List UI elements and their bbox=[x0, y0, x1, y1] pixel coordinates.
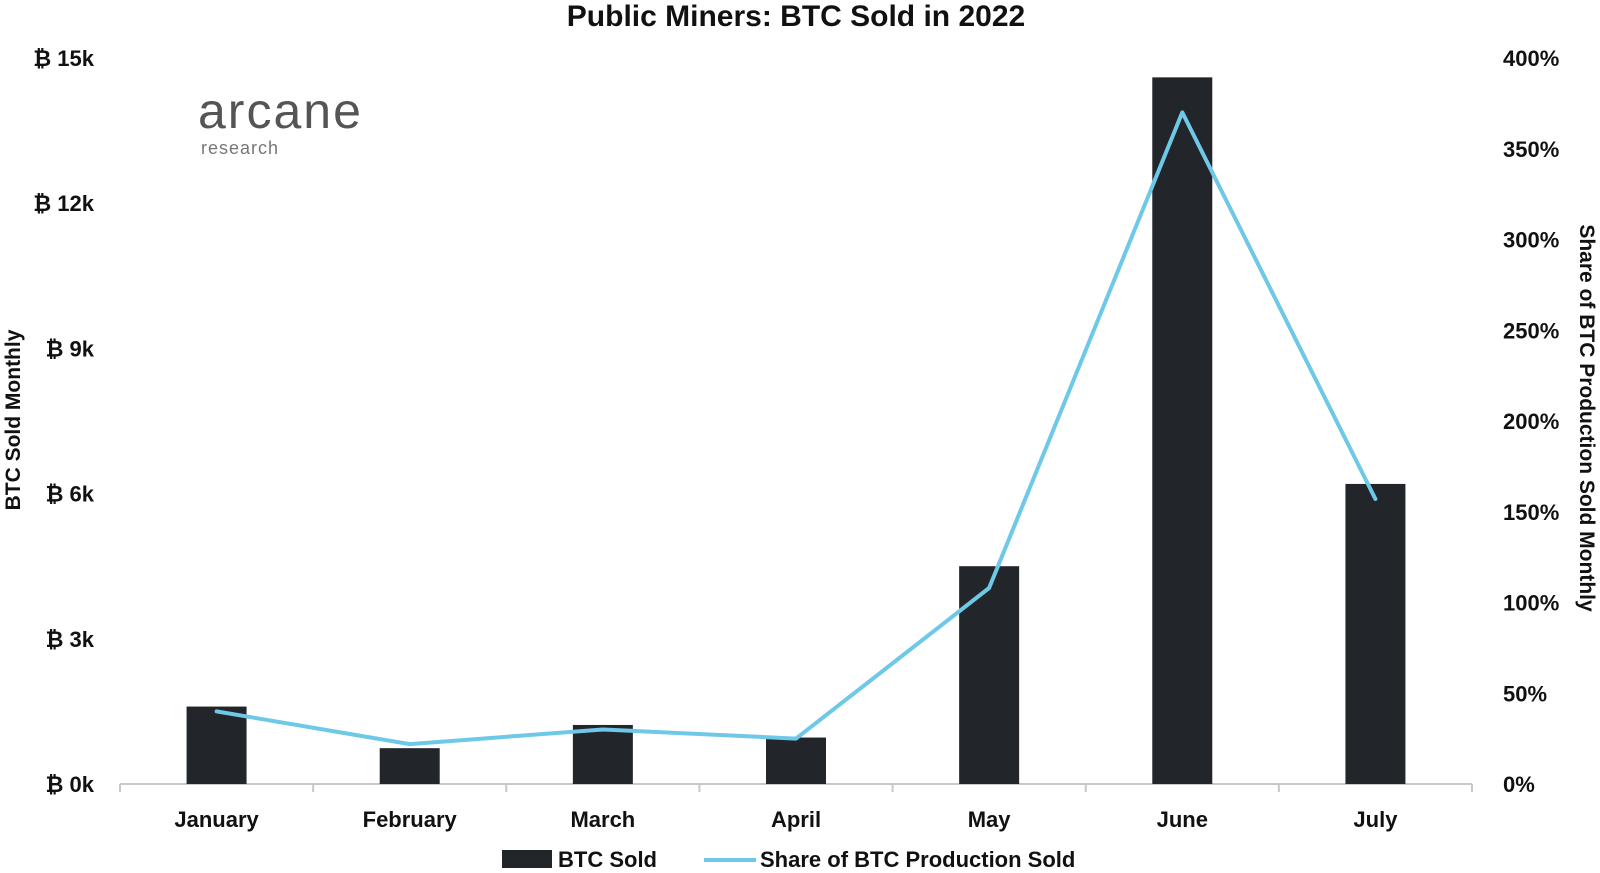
line-layer bbox=[214, 110, 1378, 747]
x-tick-label: April bbox=[771, 807, 821, 832]
left-tick-label: ₿ 9k bbox=[45, 336, 94, 361]
legend: BTC Sold Share of BTC Production Sold bbox=[502, 847, 1075, 872]
y-axis-label-left: BTC Sold Monthly bbox=[2, 329, 25, 510]
bar-btc-sold bbox=[766, 737, 826, 784]
legend-label-btc-sold: BTC Sold bbox=[558, 847, 657, 868]
bar-btc-sold bbox=[959, 566, 1020, 784]
legend-label-share-of-production: Share of BTC Production Sold bbox=[760, 847, 1075, 868]
bars bbox=[186, 77, 1406, 785]
x-tick-label: February bbox=[363, 807, 458, 832]
bar-btc-sold bbox=[572, 724, 633, 784]
right-tick-label: 150% bbox=[1503, 500, 1559, 525]
right-tick-label: 350% bbox=[1503, 137, 1559, 162]
right-axis-ticks: 0% 50% 100% 150% 200% 250% 300% 350% 400% bbox=[1503, 46, 1559, 797]
left-tick-label: ₿ 6k bbox=[45, 482, 94, 507]
x-tick-label: March bbox=[570, 807, 635, 832]
right-tick-label: 400% bbox=[1503, 46, 1559, 71]
right-tick-label: 100% bbox=[1503, 591, 1559, 616]
bar-btc-sold bbox=[1345, 483, 1406, 784]
bar-btc-sold bbox=[379, 748, 440, 784]
line-share-of-production-sold bbox=[214, 110, 1378, 747]
left-tick-label: ₿ 0k bbox=[45, 772, 94, 797]
legend-swatch-btc-sold bbox=[502, 850, 552, 868]
logo-main-text: arcane bbox=[198, 83, 363, 139]
right-tick-label: 250% bbox=[1503, 318, 1559, 343]
bar-btc-sold bbox=[1152, 77, 1213, 785]
bar-btc-sold bbox=[186, 706, 247, 784]
logo-sub-text: research bbox=[201, 138, 279, 158]
left-axis-ticks: ₿ 0k ₿ 3k ₿ 6k ₿ 9k ₿ 12k ₿ 15k bbox=[33, 46, 95, 797]
right-tick-label: 200% bbox=[1503, 409, 1559, 434]
left-tick-label: ₿ 3k bbox=[45, 627, 94, 652]
x-tick-label: May bbox=[968, 807, 1012, 832]
x-tick-label: June bbox=[1157, 807, 1208, 832]
right-tick-label: 50% bbox=[1503, 681, 1547, 706]
logo: arcane research bbox=[198, 83, 363, 158]
right-tick-label: 300% bbox=[1503, 228, 1559, 253]
x-tick-label: July bbox=[1353, 807, 1398, 832]
x-axis: January February March April May June July bbox=[119, 783, 1473, 832]
chart-title: Public Miners: BTC Sold in 2022 bbox=[567, 0, 1025, 33]
x-tick-label: January bbox=[174, 807, 259, 832]
left-tick-label: ₿ 15k bbox=[33, 46, 95, 71]
right-tick-label: 0% bbox=[1503, 772, 1535, 797]
left-tick-label: ₿ 12k bbox=[33, 191, 95, 216]
y-axis-label-right: Share of BTC Production Sold Monthly bbox=[1575, 224, 1598, 612]
